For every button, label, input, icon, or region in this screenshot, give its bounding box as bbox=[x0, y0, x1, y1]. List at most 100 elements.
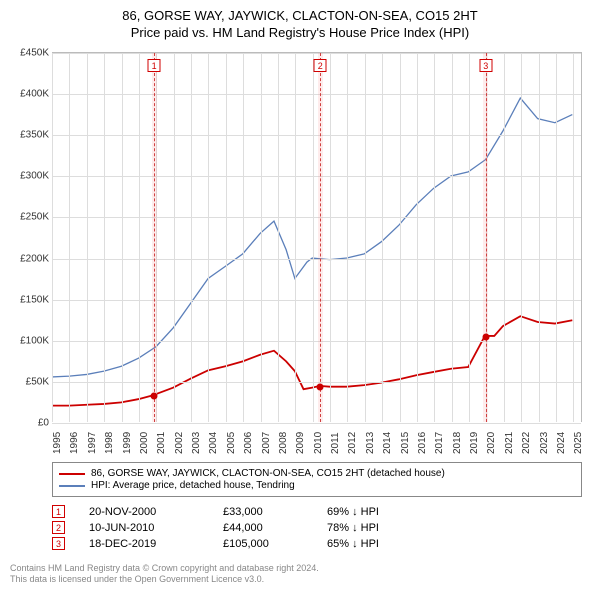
event-date: 18-DEC-2019 bbox=[89, 538, 199, 550]
legend-row: 86, GORSE WAY, JAYWICK, CLACTON-ON-SEA, … bbox=[59, 468, 575, 479]
x-axis-label: 2017 bbox=[434, 432, 445, 454]
event-price-dot bbox=[151, 392, 158, 399]
gridline-vertical bbox=[365, 53, 366, 422]
gridline-vertical bbox=[87, 53, 88, 422]
gridline-horizontal bbox=[52, 94, 581, 95]
gridline-horizontal bbox=[52, 217, 581, 218]
x-axis-label: 2008 bbox=[278, 432, 289, 454]
footer-line-2: This data is licensed under the Open Gov… bbox=[10, 574, 319, 586]
x-axis-label: 1999 bbox=[122, 432, 133, 454]
title-block: 86, GORSE WAY, JAYWICK, CLACTON-ON-SEA, … bbox=[0, 0, 600, 40]
x-axis-label: 2014 bbox=[382, 432, 393, 454]
legend-swatch bbox=[59, 485, 85, 487]
event-number-box: 1 bbox=[52, 505, 65, 518]
gridline-horizontal bbox=[52, 176, 581, 177]
gridline-vertical bbox=[330, 53, 331, 422]
event-dashed-line bbox=[486, 53, 487, 422]
legend-swatch bbox=[59, 473, 85, 475]
gridline-vertical bbox=[313, 53, 314, 422]
gridline-vertical bbox=[69, 53, 70, 422]
gridline-horizontal bbox=[52, 135, 581, 136]
x-axis-label: 2009 bbox=[295, 432, 306, 454]
event-marker-box: 3 bbox=[479, 59, 492, 72]
x-axis-label: 1998 bbox=[104, 432, 115, 454]
y-axis-label: £450K bbox=[20, 48, 49, 59]
gridline-horizontal bbox=[52, 259, 581, 260]
event-price: £44,000 bbox=[223, 522, 303, 534]
event-date: 10-JUN-2010 bbox=[89, 522, 199, 534]
legend-box: 86, GORSE WAY, JAYWICK, CLACTON-ON-SEA, … bbox=[52, 462, 582, 497]
event-delta: 69% ↓ HPI bbox=[327, 506, 379, 518]
gridline-vertical bbox=[243, 53, 244, 422]
event-price-dot bbox=[482, 333, 489, 340]
footer-attribution: Contains HM Land Registry data © Crown c… bbox=[10, 563, 319, 586]
x-axis-label: 2010 bbox=[313, 432, 324, 454]
event-dashed-line bbox=[320, 53, 321, 422]
x-axis-label: 2012 bbox=[347, 432, 358, 454]
gridline-vertical bbox=[191, 53, 192, 422]
x-axis-label: 2002 bbox=[174, 432, 185, 454]
legend-row: HPI: Average price, detached house, Tend… bbox=[59, 480, 575, 491]
x-axis-label: 2016 bbox=[417, 432, 428, 454]
event-table-row: 1 20-NOV-2000 £33,000 69% ↓ HPI bbox=[52, 505, 582, 518]
gridline-vertical bbox=[539, 53, 540, 422]
y-axis-label: £350K bbox=[20, 130, 49, 141]
gridline-vertical bbox=[261, 53, 262, 422]
gridline-vertical bbox=[139, 53, 140, 422]
x-axis-label: 2022 bbox=[521, 432, 532, 454]
x-axis-label: 2013 bbox=[365, 432, 376, 454]
gridline-vertical bbox=[208, 53, 209, 422]
gridline-vertical bbox=[504, 53, 505, 422]
x-axis-label: 2007 bbox=[261, 432, 272, 454]
chart-container: 86, GORSE WAY, JAYWICK, CLACTON-ON-SEA, … bbox=[0, 0, 600, 590]
y-axis-label: £200K bbox=[20, 253, 49, 264]
event-delta: 65% ↓ HPI bbox=[327, 538, 379, 550]
x-axis-label: 2006 bbox=[243, 432, 254, 454]
event-date: 20-NOV-2000 bbox=[89, 506, 199, 518]
x-axis-label: 2025 bbox=[573, 432, 584, 454]
event-marker-box: 2 bbox=[314, 59, 327, 72]
event-price-dot bbox=[317, 383, 324, 390]
y-axis-label: £50K bbox=[26, 376, 49, 387]
gridline-horizontal bbox=[52, 382, 581, 383]
gridline-vertical bbox=[226, 53, 227, 422]
event-delta: 78% ↓ HPI bbox=[327, 522, 379, 534]
legend-label: HPI: Average price, detached house, Tend… bbox=[91, 480, 295, 491]
gridline-vertical bbox=[174, 53, 175, 422]
y-axis-label: £100K bbox=[20, 335, 49, 346]
chart-subtitle: Price paid vs. HM Land Registry's House … bbox=[0, 25, 600, 40]
y-axis-label: £0 bbox=[38, 418, 49, 429]
y-axis-label: £250K bbox=[20, 212, 49, 223]
x-axis-label: 1996 bbox=[69, 432, 80, 454]
x-axis-label: 2015 bbox=[400, 432, 411, 454]
gridline-horizontal bbox=[52, 300, 581, 301]
gridline-vertical bbox=[52, 53, 53, 422]
gridline-vertical bbox=[104, 53, 105, 422]
gridline-vertical bbox=[452, 53, 453, 422]
x-axis-label: 2005 bbox=[226, 432, 237, 454]
event-table-row: 318-DEC-2019£105,00065% ↓ HPI bbox=[52, 537, 582, 550]
gridline-vertical bbox=[556, 53, 557, 422]
event-table-row: 2 10-JUN-2010 £44,000 78% ↓ HPI bbox=[52, 521, 582, 534]
x-axis-label: 1997 bbox=[87, 432, 98, 454]
chart-plot-area: £0£50K£100K£150K£200K£250K£300K£350K£400… bbox=[52, 52, 582, 422]
event-number-box: 2 bbox=[52, 521, 65, 534]
y-axis-label: £150K bbox=[20, 294, 49, 305]
y-axis-label: £300K bbox=[20, 171, 49, 182]
gridline-horizontal bbox=[52, 53, 581, 54]
chart-svg bbox=[52, 53, 581, 422]
gridline-vertical bbox=[122, 53, 123, 422]
event-price: £105,000 bbox=[223, 538, 303, 550]
gridline-vertical bbox=[400, 53, 401, 422]
event-price: £33,000 bbox=[223, 506, 303, 518]
x-axis-label: 1995 bbox=[52, 432, 63, 454]
gridline-vertical bbox=[295, 53, 296, 422]
x-axis-label: 2019 bbox=[469, 432, 480, 454]
x-axis-label: 2004 bbox=[208, 432, 219, 454]
x-axis-label: 2021 bbox=[504, 432, 515, 454]
x-axis-label: 2023 bbox=[539, 432, 550, 454]
footer-line-1: Contains HM Land Registry data © Crown c… bbox=[10, 563, 319, 575]
gridline-vertical bbox=[382, 53, 383, 422]
event-marker-box: 1 bbox=[148, 59, 161, 72]
legend-label: 86, GORSE WAY, JAYWICK, CLACTON-ON-SEA, … bbox=[91, 468, 445, 479]
